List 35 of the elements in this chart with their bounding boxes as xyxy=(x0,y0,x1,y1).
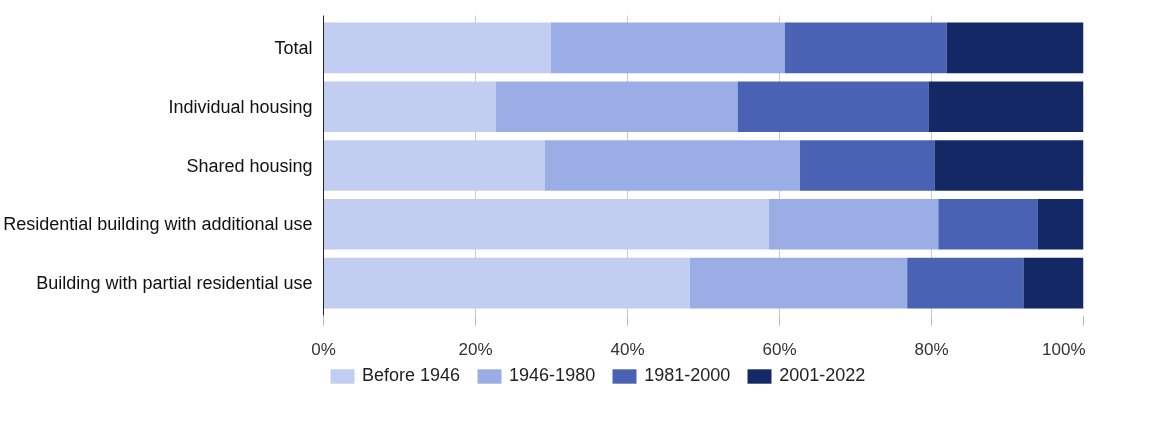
bar xyxy=(323,140,545,191)
bar xyxy=(323,22,551,74)
bar xyxy=(1037,199,1084,250)
x-tick-label: 20% xyxy=(458,339,493,359)
legend-label: 1981-2000 xyxy=(644,365,731,386)
bar xyxy=(496,81,738,132)
bar xyxy=(323,81,497,132)
x-tick-label: 40% xyxy=(610,339,645,359)
bar xyxy=(689,257,908,309)
bar xyxy=(544,140,801,191)
bar xyxy=(550,22,785,74)
bar xyxy=(768,199,939,250)
bar xyxy=(1023,257,1084,309)
bar xyxy=(938,199,1038,250)
bar xyxy=(928,81,1084,132)
legend-label: 1946-1980 xyxy=(509,365,596,386)
x-tick-label: 0% xyxy=(311,339,336,359)
y-tick-label: Total xyxy=(274,37,313,58)
x-tick-label: 100% xyxy=(1042,339,1086,359)
y-tick-label: Residential building with additional use xyxy=(3,214,313,235)
bar xyxy=(737,81,929,132)
bar xyxy=(907,257,1024,309)
x-tick-label: 80% xyxy=(914,339,949,359)
x-tick-label: 60% xyxy=(762,339,797,359)
legend-label: 2001-2022 xyxy=(779,365,866,386)
bar xyxy=(323,257,690,309)
legend-label: Before 1946 xyxy=(362,365,461,386)
bar xyxy=(784,22,947,74)
y-tick-label: Individual housing xyxy=(168,96,313,117)
y-tick-label: Shared housing xyxy=(186,155,313,176)
bar xyxy=(934,140,1084,191)
bar xyxy=(323,199,769,250)
y-tick-label: Building with partial residential use xyxy=(36,273,313,294)
bar xyxy=(800,140,935,191)
bar xyxy=(946,22,1084,74)
